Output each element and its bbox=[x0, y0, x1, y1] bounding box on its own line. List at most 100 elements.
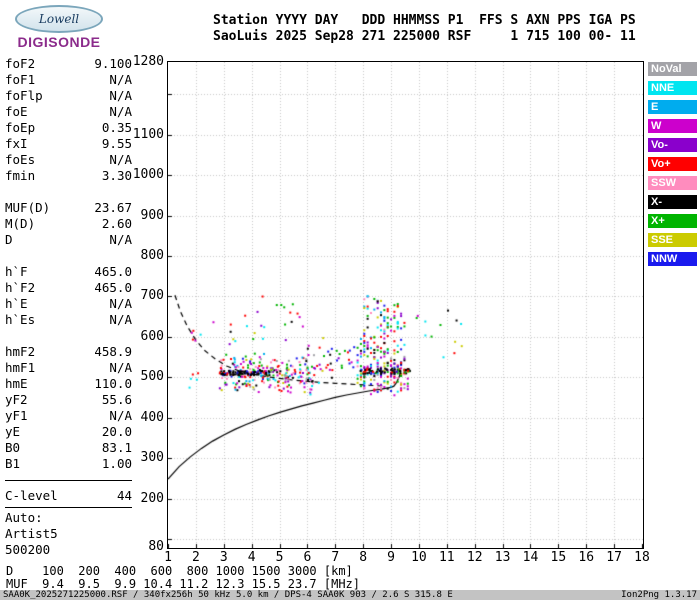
param-label: foE bbox=[5, 104, 28, 119]
param-row: yF2 55.6 bbox=[5, 392, 132, 408]
param-row: M(D) 2.60 bbox=[5, 216, 132, 232]
param-value: 55.6 bbox=[101, 392, 132, 407]
param-row: foF1 N/A bbox=[5, 72, 132, 88]
param-value: N/A bbox=[109, 104, 132, 119]
param-label: yF1 bbox=[5, 408, 28, 423]
x-axis-tick-label: 9 bbox=[387, 550, 395, 565]
param-value: 0.35 bbox=[101, 120, 132, 135]
param-value: 23.67 bbox=[94, 200, 132, 215]
legend-item-vo-: Vo- bbox=[648, 138, 697, 152]
plot-frame bbox=[167, 61, 644, 549]
header-line-1: Station YYYY DAY DDD HHMMSS P1 FFS S AXN… bbox=[213, 13, 636, 28]
param-value: 458.9 bbox=[94, 344, 132, 359]
logo-lowell-text: Lowell bbox=[38, 12, 80, 26]
lowell-logo-oval: Lowell bbox=[15, 5, 103, 33]
x-axis-tick-label: 4 bbox=[247, 550, 256, 565]
param-label: M(D) bbox=[5, 216, 36, 231]
param-label: B1 bbox=[5, 456, 21, 471]
y-axis-tick-label: 700 bbox=[140, 288, 164, 304]
legend-item-nnw: NNW bbox=[648, 252, 697, 266]
param-value: 1.00 bbox=[101, 456, 132, 471]
param-row: C-level 44 bbox=[5, 488, 132, 504]
legend-item-w: W bbox=[648, 119, 697, 133]
param-label: h`F bbox=[5, 264, 28, 279]
param-label: h`E bbox=[5, 296, 28, 311]
param-row: hmF1 N/A bbox=[5, 360, 132, 376]
param-label: hmF1 bbox=[5, 360, 36, 375]
param-label: foEp bbox=[5, 120, 36, 135]
param-label: foFlp bbox=[5, 88, 43, 103]
status-file-info: SAA0K_2025271225000.RSF / 340fx256h 50 k… bbox=[3, 590, 453, 600]
param-label: hmE bbox=[5, 376, 28, 391]
panel-separator bbox=[5, 504, 132, 510]
muf-table-row: MUF 9.4 9.5 9.9 10.4 11.2 12.3 15.5 23.7… bbox=[6, 577, 361, 591]
param-row: yF1 N/A bbox=[5, 408, 132, 424]
legend-item-sse: SSE bbox=[648, 233, 697, 247]
param-label: hmF2 bbox=[5, 344, 36, 359]
param-row: foE N/A bbox=[5, 104, 132, 120]
panel-text-row: 500200 bbox=[5, 542, 132, 558]
legend-item-vo+: Vo+ bbox=[648, 157, 697, 171]
status-renderer-version: Ion2Png 1.3.17 bbox=[621, 590, 697, 600]
param-value: N/A bbox=[109, 88, 132, 103]
param-label: h`Es bbox=[5, 312, 36, 327]
param-label: C-level bbox=[5, 488, 58, 503]
param-row: hmF2 458.9 bbox=[5, 344, 132, 360]
distance-table-row: D 100 200 400 600 800 1000 1500 3000 [km… bbox=[6, 564, 353, 578]
param-row: yE 20.0 bbox=[5, 424, 132, 440]
param-value: 9.100 bbox=[94, 56, 132, 71]
param-label: Artist5 bbox=[5, 526, 58, 541]
param-row: B0 83.1 bbox=[5, 440, 132, 456]
param-value: N/A bbox=[109, 72, 132, 87]
y-axis-tick-label: 500 bbox=[140, 369, 164, 385]
panel-gap bbox=[5, 184, 132, 200]
x-axis-tick-label: 8 bbox=[359, 550, 368, 565]
y-axis-tick-label: 900 bbox=[140, 207, 164, 223]
y-axis-tick-label: 1280 bbox=[132, 54, 164, 69]
legend-item-x+: X+ bbox=[648, 214, 697, 228]
legend-item-noval: NoVal bbox=[648, 62, 697, 76]
param-row: h`F2 465.0 bbox=[5, 280, 132, 296]
param-row: hmE 110.0 bbox=[5, 376, 132, 392]
legend-item-nne: NNE bbox=[648, 81, 697, 95]
param-label: B0 bbox=[5, 440, 21, 455]
y-axis-tick-label: 1000 bbox=[132, 167, 164, 183]
param-row: B1 1.00 bbox=[5, 456, 132, 472]
parameter-panel: foF2 9.100 foF1 N/A foFlp N/A foE N/A foEp 0.35 fx… bbox=[5, 56, 132, 558]
x-axis-tick-label: 12 bbox=[466, 550, 483, 565]
y-axis-tick-label: 800 bbox=[140, 248, 164, 263]
y-axis-tick-label: 400 bbox=[140, 409, 164, 425]
x-axis-tick-label: 18 bbox=[634, 550, 650, 565]
legend-item-e: E bbox=[648, 100, 697, 114]
x-axis-tick-label: 11 bbox=[438, 550, 455, 565]
param-row: MUF(D) 23.67 bbox=[5, 200, 132, 216]
y-axis-tick-label: 80 bbox=[148, 539, 164, 554]
y-axis-tick-label: 200 bbox=[140, 490, 164, 506]
param-row: fxI 9.55 bbox=[5, 136, 132, 152]
param-label: yF2 bbox=[5, 392, 28, 407]
y-axis-tick-label: 600 bbox=[140, 328, 164, 344]
param-value: N/A bbox=[109, 360, 132, 375]
x-axis-tick-label: 7 bbox=[331, 550, 340, 565]
ionogram-canvas bbox=[168, 62, 643, 548]
param-label: fxI bbox=[5, 136, 28, 151]
param-value: N/A bbox=[109, 232, 132, 247]
param-label: D bbox=[5, 232, 13, 247]
param-label: fmin bbox=[5, 168, 36, 183]
logo-digisonde-text: DIGISONDE bbox=[17, 34, 101, 50]
panel-gap bbox=[5, 248, 132, 264]
x-axis-tick-label: 15 bbox=[550, 550, 567, 565]
param-value: 465.0 bbox=[94, 280, 132, 295]
legend-item-x-: X- bbox=[648, 195, 697, 209]
x-axis-tick-label: 1 bbox=[164, 550, 172, 565]
x-axis-tick-label: 5 bbox=[275, 550, 284, 565]
param-label: 500200 bbox=[5, 542, 51, 557]
x-axis-tick-label: 17 bbox=[606, 550, 622, 565]
param-label: foF1 bbox=[5, 72, 36, 87]
panel-text-row: Auto: bbox=[5, 510, 132, 526]
param-row: foEs N/A bbox=[5, 152, 132, 168]
param-row: h`F 465.0 bbox=[5, 264, 132, 280]
x-axis-tick-label: 14 bbox=[522, 550, 539, 565]
param-value: 465.0 bbox=[94, 264, 132, 279]
param-value: 3.30 bbox=[101, 168, 132, 183]
